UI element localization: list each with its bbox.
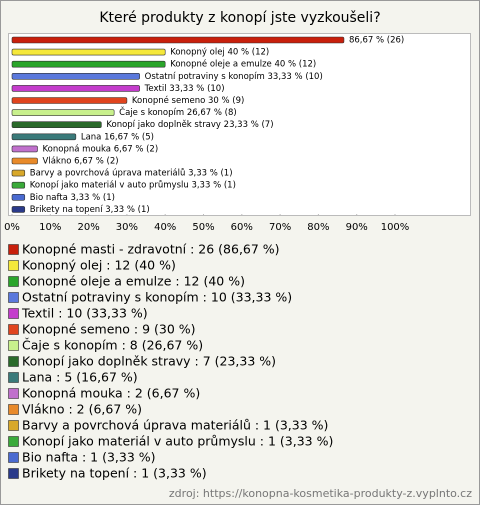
x-tick-label: 20% [77, 222, 99, 233]
bar-label: Konopné semeno 30 % (9) [132, 95, 244, 106]
bar [11, 73, 140, 80]
bar-label: Konopná mouka 6,67 % (2) [43, 144, 159, 154]
bar [11, 121, 102, 128]
bar-label: Ostatní potraviny s konopím 33,33 % (10) [145, 72, 323, 82]
legend-label: Lana : 5 (16,67 %) [22, 370, 138, 385]
legend-label: Čaje s konopím : 8 (26,67 %) [22, 338, 203, 353]
legend-label: Brikety na topení : 1 (3,33 %) [22, 466, 207, 481]
x-tick-label: 40% [154, 222, 176, 233]
legend-swatch [8, 452, 19, 463]
bar-label: Konopí jako doplněk stravy 23,33 % (7) [106, 120, 273, 130]
legend-label: Konopí jako materiál v auto průmyslu : 1… [22, 434, 333, 449]
x-tick-label: 90% [346, 222, 368, 233]
legend-swatch [8, 340, 19, 351]
bar [11, 85, 140, 92]
legend-label: Konopné masti - zdravotní : 26 (86,67 %) [22, 242, 280, 257]
x-tick-label: 100% [381, 222, 410, 233]
bar [11, 181, 26, 189]
bar-label: Konopný olej 40 % (12) [170, 48, 269, 58]
legend-label: Konopný olej : 12 (40 %) [22, 258, 176, 273]
x-tick-label: 50% [192, 222, 214, 233]
bar [11, 97, 128, 104]
bar [11, 169, 26, 177]
legend-label: Konopné semeno : 9 (30 %) [22, 322, 196, 337]
legend-swatch [8, 372, 19, 383]
bar-label: Textil 33,33 % (10) [144, 84, 225, 94]
bar [11, 194, 26, 201]
x-tick-label: 60% [231, 222, 253, 233]
bar-label: Konopné oleje a emulze 40 % (12) [170, 59, 316, 70]
legend-swatch [8, 420, 19, 431]
legend-swatch [8, 292, 19, 303]
legend-swatch [8, 436, 19, 447]
legend-label: Konopné oleje a emulze : 12 (40 %) [22, 274, 245, 289]
legend-swatch [8, 276, 19, 287]
bar-label: Lana 16,67 % (5) [81, 132, 154, 142]
bar-label: 86,67 % (26) [349, 36, 404, 46]
bar [11, 206, 26, 213]
legend-label: Vlákno : 2 (6,67 %) [22, 402, 142, 417]
x-tick-label: 80% [307, 222, 329, 233]
bar [11, 109, 115, 116]
legend-swatch [8, 468, 19, 479]
legend-label: Textil : 10 (33,33 %) [21, 306, 148, 321]
source: zdroj: https://konopna-kosmetika-produkt… [169, 487, 472, 500]
legend-label: Konopí jako doplněk stravy : 7 (23,33 %) [22, 354, 276, 369]
bar [11, 60, 166, 68]
legend-label: Bio nafta : 1 (3,33 %) [22, 450, 156, 465]
legend-label: Barvy a povrchová úprava materiálů : 1 (… [22, 418, 328, 433]
bar [11, 48, 166, 56]
x-tick-label: 30% [116, 222, 138, 233]
bar-label: Brikety na topení 3,33 % (1) [30, 205, 150, 215]
bar-label: Vlákno 6,67 % (2) [43, 157, 119, 167]
bar-label: Barvy a povrchová úprava materiálů 3,33 … [30, 168, 233, 179]
x-tick-label: 70% [269, 222, 291, 233]
bar [11, 145, 38, 153]
legend-label: Ostatní potraviny s konopím : 10 (33,33 … [22, 290, 292, 305]
legend-swatch [8, 244, 19, 255]
legend-swatch [8, 324, 19, 335]
chart-title: Které produkty z konopí jste vyzkoušeli? [99, 10, 380, 26]
bar [11, 36, 345, 44]
legend-swatch [8, 388, 19, 399]
x-tick-label: 10% [39, 222, 61, 233]
x-tick-label: 0% [4, 222, 20, 233]
legend-swatch [8, 260, 19, 271]
bar [11, 133, 77, 141]
bar-label: Bio nafta 3,33 % (1) [30, 193, 115, 203]
legend-swatch [8, 356, 19, 367]
bar [11, 157, 38, 165]
legend-swatch [8, 404, 19, 415]
legend-label: Konopná mouka : 2 (6,67 %) [22, 386, 200, 401]
bar-label: Konopí jako materiál v auto průmyslu 3,3… [30, 180, 236, 191]
legend-swatch [8, 308, 19, 319]
bar-label: Čaje s konopím 26,67 % (8) [119, 106, 237, 118]
